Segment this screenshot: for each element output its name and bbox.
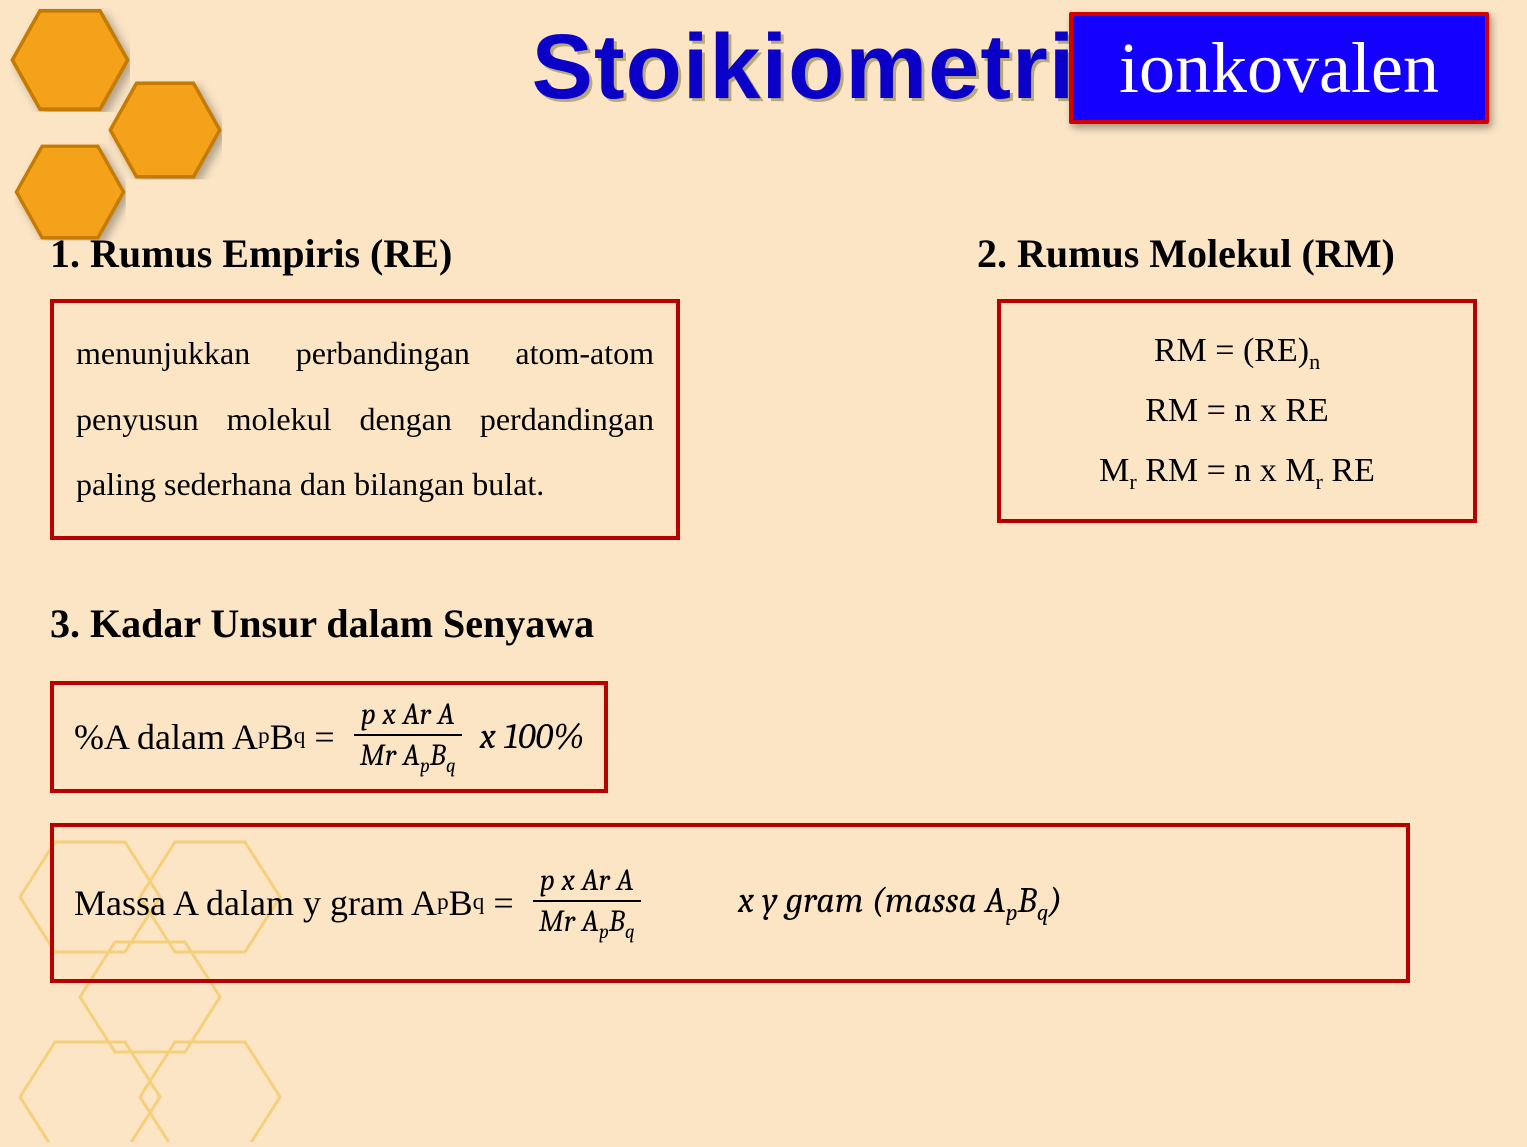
subscript: n [1309,349,1320,374]
subscript: p [599,920,609,943]
text: Massa A dalam y gram A [74,882,437,924]
hexagon-decor [14,144,126,241]
text: RE [1323,452,1375,489]
section-1-box: menunjukkan perbandingan atom-atom penyu… [50,299,680,540]
content-area: 1. Rumus Empiris (RE) menunjukkan perban… [50,230,1477,983]
row-sections-1-2: 1. Rumus Empiris (RE) menunjukkan perban… [50,230,1477,540]
text: M [1099,452,1129,489]
section-1-heading: 1. Rumus Empiris (RE) [50,230,680,277]
text: Mr A [360,738,420,773]
subscript: p [420,754,430,777]
subscript: q [1037,899,1049,926]
subscript: q [473,889,485,916]
section-3: 3. Kadar Unsur dalam Senyawa %A dalam Ap… [50,600,1477,983]
subscript: q [446,754,456,777]
section-2-box: RM = (RE)n RM = n x RE Mr RM = n x Mr RE [997,299,1477,523]
fraction: p x Ar A Mr ApBq [533,863,641,943]
formula-2: Massa A dalam y gram ApBq = p x Ar A Mr … [74,839,1386,967]
text: B [270,716,294,758]
text: B [1017,880,1036,921]
subscript: p [437,889,449,916]
formula-box-1: %A dalam ApBq = p x Ar A Mr ApBq x 100% [50,681,608,793]
text: x y gram (massa A [730,880,1006,921]
brand-badge: ionkovalen [1069,12,1489,124]
rm-line-3: Mr RM = n x Mr RE [1023,441,1451,501]
rm-line-2: RM = n x RE [1023,381,1451,441]
text: %A dalam A [74,716,258,758]
page-title: Stoikiometri [532,15,1076,120]
section-2: 2. Rumus Molekul (RM) RM = (RE)n RM = n … [947,230,1477,540]
text: = [484,882,522,924]
formula-box-2: Massa A dalam y gram ApBq = p x Ar A Mr … [50,823,1410,983]
denominator: Mr ApBq [533,900,641,943]
text: ) [1049,880,1062,921]
subscript: r [1316,469,1323,494]
denominator: Mr ApBq [354,734,462,777]
section-2-heading: 2. Rumus Molekul (RM) [947,230,1477,277]
subscript: p [258,723,270,750]
numerator: p x Ar A [534,863,640,900]
text: B [449,882,473,924]
section-1: 1. Rumus Empiris (RE) menunjukkan perban… [50,230,680,540]
numerator: p x Ar A [355,697,461,734]
subscript: q [294,723,306,750]
section-3-heading: 3. Kadar Unsur dalam Senyawa [50,600,1477,647]
subscript: q [625,920,635,943]
text: Mr A [539,904,599,939]
text: RM = (RE) [1154,332,1309,369]
text: RM = n x M [1137,452,1316,489]
text: = [305,716,343,758]
text: B [430,738,446,773]
subscript: r [1129,469,1136,494]
text: x 100% [472,716,584,757]
fraction: p x Ar A Mr ApBq [354,697,462,777]
rm-line-1: RM = (RE)n [1023,321,1451,381]
formula-1: %A dalam ApBq = p x Ar A Mr ApBq x 100% [74,697,584,777]
subscript: p [1006,899,1018,926]
text: B [609,904,625,939]
text: x y gram (massa ApBq) [651,839,1062,967]
